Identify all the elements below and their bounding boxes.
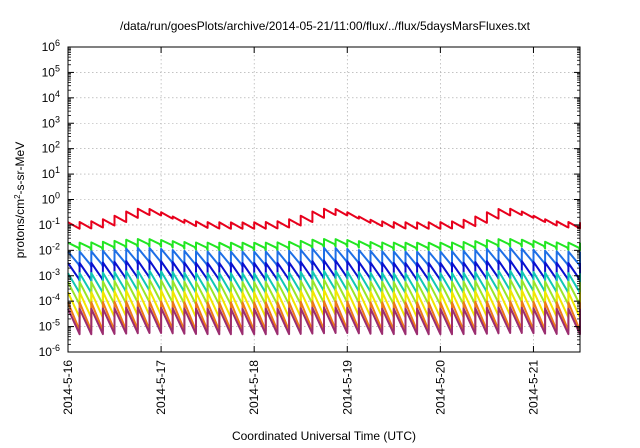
y-tick-label: 102 <box>42 140 60 156</box>
series-line <box>67 306 581 336</box>
y-tick-label: 106 <box>42 38 60 54</box>
x-tick-label: 2014-5-16 <box>61 360 75 415</box>
chart-title: /data/run/goesPlots/archive/2014-05-21/1… <box>120 19 531 33</box>
series-line <box>67 207 581 230</box>
x-axis: 2014-5-16 2014-5-17 2014-5-18 2014-5-19 2014… <box>61 47 540 415</box>
y-tick-label: 10-2 <box>39 241 60 257</box>
y-axis-label-rest: -s-sr-MeV <box>13 142 27 195</box>
y-tick-label: 100 <box>42 191 60 207</box>
y-tick-label: 103 <box>42 114 60 130</box>
y-axis: 10-6 10-5 10-4 10-3 10-2 10-1 100 101 102 103 104 1… <box>39 38 580 359</box>
y-tick-label: 10-5 <box>39 318 60 334</box>
y-axis-label-main: protons/cm <box>13 199 27 258</box>
y-tick-label: 101 <box>42 165 60 181</box>
series-group <box>67 207 581 336</box>
y-tick-label: 10-1 <box>39 216 60 232</box>
x-tick-label: 2014-5-17 <box>154 360 168 415</box>
y-axis-label-sup: 2 <box>13 194 22 199</box>
y-tick-label: 105 <box>42 63 60 79</box>
y-tick-label: 10-6 <box>39 343 60 359</box>
x-axis-label: Coordinated Universal Time (UTC) <box>232 429 416 443</box>
y-tick-label: 104 <box>42 89 60 105</box>
x-tick-label: 2014-5-21 <box>526 360 540 415</box>
y-tick-label: 10-3 <box>39 267 60 283</box>
x-tick-label: 2014-5-19 <box>340 360 354 415</box>
x-tick-label: 2014-5-20 <box>433 360 447 415</box>
x-tick-label: 2014-5-18 <box>247 360 261 415</box>
y-axis-label: protons/cm2-s-sr-MeV <box>13 142 28 258</box>
y-tick-label: 10-4 <box>39 292 60 308</box>
